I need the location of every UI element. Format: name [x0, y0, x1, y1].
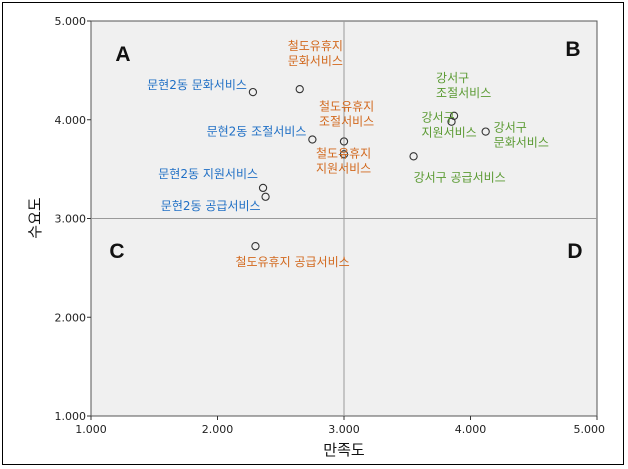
quadrant-label-a: A: [115, 43, 130, 66]
scatter-point: [295, 84, 304, 94]
x-tick-label: 2.000: [202, 423, 234, 436]
scatter-point: [447, 117, 456, 126]
quadrant-label-c: C: [109, 240, 124, 263]
x-tick-label: 4.000: [455, 423, 487, 436]
y-tick-label: 2.000: [55, 311, 87, 324]
quadrant-label-d: D: [567, 240, 582, 263]
x-tick-label: 5.000: [574, 423, 606, 436]
point-label: 철도유휴지 조절서비스: [319, 99, 374, 128]
point-label: 철도유휴지 지원서비스: [316, 146, 371, 175]
scatter-point: [261, 192, 270, 201]
scatter-point: [258, 183, 268, 193]
point-label: 강서구 공급서비스: [414, 170, 506, 184]
y-tick-label: 3.000: [55, 213, 87, 226]
y-tick-label: 5.000: [55, 15, 87, 28]
x-tick-label: 3.000: [328, 423, 360, 436]
scatter-point: [308, 135, 317, 144]
point-label: 문현2동 공급서비스: [161, 199, 261, 213]
y-axis-label: 수요도: [26, 197, 44, 239]
point-label: 철도유휴지 문화서비스: [288, 39, 343, 68]
point-label: 철도유휴지 공급서비스: [235, 255, 349, 269]
point-label: 문현2동 조절서비스: [207, 125, 307, 139]
quadrant-label-b: B: [565, 38, 580, 61]
x-axis-label: 만족도: [323, 441, 365, 459]
scatter-point: [409, 152, 418, 161]
scatter-point: [481, 127, 490, 136]
scatter-point: [248, 87, 258, 97]
point-label: 강서구 지원서비스: [422, 111, 477, 140]
point-label: 문현2동 지원서비스: [158, 167, 258, 181]
scatter-point: [339, 137, 349, 146]
y-tick-label: 1.000: [55, 410, 87, 423]
point-label: 강서구 문화서비스: [494, 121, 549, 150]
y-tick-label: 4.000: [55, 114, 87, 127]
scatter-point: [339, 150, 349, 159]
point-label: 문현2동 문화서비스: [147, 78, 247, 92]
scatter-point: [251, 241, 260, 251]
point-label: 강서구 조절서비스: [436, 71, 491, 100]
x-tick-label: 1.000: [75, 423, 107, 436]
